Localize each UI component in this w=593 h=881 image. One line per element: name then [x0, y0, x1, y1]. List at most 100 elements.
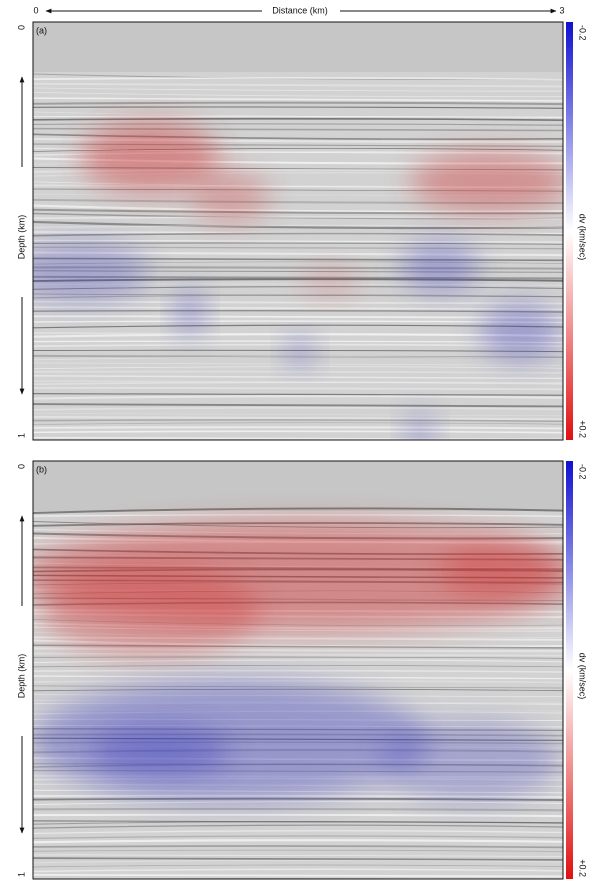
reflector: [33, 395, 563, 400]
panels: (a) 0 1 Depth (km) -0.2 dv (km/sec) +0.2 (b) 0 1 D…: [16, 21, 588, 880]
reflector: [33, 82, 563, 88]
reflector: [33, 91, 563, 97]
reflector: [33, 300, 563, 305]
reflector: [33, 445, 563, 446]
reflector: [33, 507, 563, 514]
reflector: [33, 857, 563, 861]
reflector: [33, 664, 563, 668]
reflector: [33, 859, 563, 864]
velocity-anomaly: [480, 302, 560, 362]
depth-start: 0: [16, 25, 26, 30]
reflector: [33, 801, 563, 806]
colorbar-bottom: +0.2: [578, 420, 588, 438]
velocity-anomaly: [40, 566, 260, 656]
reflector: [33, 77, 563, 81]
reflector: [33, 422, 563, 425]
depth-label: Depth (km): [16, 654, 26, 699]
velocity-anomaly: [90, 726, 230, 776]
panel-label: (a): [36, 25, 47, 35]
reflector: [33, 309, 563, 313]
colorbar-label: dv (km/sec): [578, 653, 588, 700]
reflector: [33, 441, 563, 443]
velocity-anomaly: [380, 721, 560, 801]
reflector: [33, 807, 563, 812]
seismic-image: [33, 22, 563, 449]
reflector: [33, 849, 563, 853]
depth-end: 1: [16, 433, 26, 438]
reflector: [33, 426, 563, 430]
reflector: [33, 419, 563, 423]
reflector: [33, 652, 563, 657]
depth-start: 0: [16, 464, 26, 469]
velocity-anomaly: [400, 242, 480, 292]
reflector: [33, 680, 563, 684]
reflector: [33, 97, 563, 102]
velocity-anomaly: [80, 122, 220, 192]
reflector: [33, 220, 563, 230]
reflector: [33, 115, 563, 119]
reflector: [33, 208, 563, 215]
x-end: 3: [559, 5, 564, 15]
reflector: [33, 87, 563, 92]
panel: (b) 0 1 Depth (km) -0.2 dv (km/sec) +0.2: [16, 460, 588, 880]
velocity-anomaly: [410, 152, 563, 212]
colorbar-bottom: +0.2: [578, 859, 588, 877]
velocity-anomaly: [33, 681, 430, 801]
velocity-anomaly: [300, 267, 360, 297]
reflector: [33, 406, 563, 411]
reflector: [33, 127, 563, 132]
seismic-image: [33, 461, 563, 879]
reflector: [33, 448, 563, 449]
reflector: [33, 430, 563, 434]
reflector: [33, 101, 563, 106]
velocity-anomaly: [33, 242, 150, 302]
reflector: [33, 306, 563, 311]
reflector: [33, 216, 563, 220]
reflector: [33, 386, 563, 391]
reflector: [33, 839, 563, 844]
reflector: [33, 675, 563, 680]
reflector: [33, 242, 563, 245]
colorbar-label: dv (km/sec): [578, 214, 588, 261]
reflector: [33, 845, 563, 849]
x-start: 0: [33, 5, 38, 15]
reflector: [33, 656, 563, 659]
reflector: [33, 393, 563, 396]
reflector: [33, 436, 563, 440]
frame: [32, 21, 564, 441]
reflector: [33, 370, 563, 374]
reflector: [33, 514, 563, 517]
reflector: [33, 813, 563, 818]
reflector: [33, 820, 563, 825]
depth-label: Depth (km): [16, 215, 26, 260]
reflector: [33, 868, 563, 873]
frame: [32, 460, 564, 880]
reflector: [33, 123, 563, 126]
velocity-anomaly: [285, 337, 315, 367]
reflector: [33, 212, 563, 220]
panel-label: (b): [36, 464, 47, 474]
velocity-anomaly: [405, 412, 435, 440]
colorbar-top: -0.2: [578, 25, 588, 41]
colorbar: [566, 22, 573, 440]
velocity-anomaly: [175, 287, 205, 337]
colorbar: [566, 461, 573, 879]
velocity-anomaly: [440, 541, 560, 601]
reflector: [33, 380, 563, 384]
reflector: [33, 835, 563, 840]
reflector: [33, 106, 563, 109]
reflector: [33, 830, 563, 835]
velocity-anomaly: [190, 172, 270, 222]
x-label: Distance (km): [272, 5, 328, 15]
reflector: [33, 415, 563, 421]
reflector: [33, 669, 563, 673]
reflector: [33, 232, 563, 237]
reflector: [33, 224, 563, 229]
reflector: [33, 117, 563, 121]
reflector: [33, 874, 563, 878]
reflector: [33, 824, 563, 829]
reflector: [33, 403, 563, 408]
reflector: [33, 239, 563, 243]
reflector: [33, 864, 563, 868]
